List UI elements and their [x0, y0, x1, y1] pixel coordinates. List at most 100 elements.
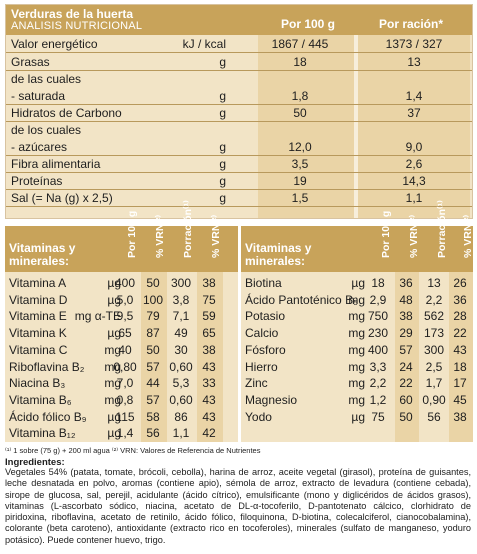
nutrient-unit: kJ / kcal	[182, 37, 226, 51]
vitamin-value: 0,8	[116, 392, 134, 407]
nutrition-row: Proteínas g 19 14,3	[6, 173, 472, 189]
per-100g-header: Por 100 g	[280, 17, 336, 31]
vitamin-value: 48	[399, 292, 413, 307]
nutrient-unit: g	[219, 157, 226, 171]
vitamin-value: 57	[146, 392, 160, 407]
vitamins-column-header: % VRN⁽²⁾	[199, 215, 222, 270]
vitamin-value: 7,1	[172, 309, 190, 324]
vitamins-column-header: Porración⁽¹⁾	[425, 200, 448, 270]
value-per-100g: 1,8	[291, 89, 309, 103]
vitamin-value: 43	[202, 392, 216, 407]
vitamin-row: Vitamina E mg α-TE 9,5 79 7,1 59	[5, 308, 237, 324]
vitamin-name: Calcio	[245, 326, 279, 341]
vitamin-name: Biotina	[245, 276, 282, 290]
per-100g-column	[258, 35, 354, 218]
value-per-100g: 1,5	[291, 191, 309, 205]
shaded-column	[197, 272, 223, 442]
nutrient-unit: g	[219, 174, 226, 188]
row-divider	[6, 70, 472, 71]
vitamin-value: 50	[146, 342, 160, 357]
vitamin-name: Vitamina K	[9, 326, 67, 341]
column-header-text: Porración⁽¹⁾	[182, 200, 194, 258]
nutrient-unit: g	[219, 140, 226, 154]
vitamin-value: 400	[367, 342, 389, 357]
vitamin-value: 0,60	[169, 392, 193, 407]
vitamin-name: Vitamina C	[9, 342, 68, 357]
nutrition-row: de las cuales	[6, 71, 472, 87]
vitamin-value: 0,80	[113, 359, 137, 374]
vitamin-row: Ácido Pantoténico B₅ mg 2,9 48 2,2 36	[241, 292, 473, 308]
vitamins-column-header: % VRN⁽²⁾	[143, 215, 166, 270]
nutrient-name: de las cuales	[11, 72, 82, 86]
per-serving-header: Por ración*	[378, 17, 444, 31]
vitamins-heading: Vitaminas y	[245, 241, 312, 255]
vitamin-unit: mg	[104, 359, 121, 374]
vitamin-unit: µg	[107, 409, 121, 424]
vitamin-unit: µg	[107, 292, 121, 307]
vitamin-name: Riboflavina B₂	[9, 359, 85, 374]
vitamin-value: 100	[142, 292, 164, 307]
nutrient-name: Fibra alimentaria	[11, 157, 101, 171]
vitamin-name: Magnesio	[245, 392, 298, 407]
vitamin-value: 36	[399, 276, 413, 290]
footnote: ⁽¹⁾ 1 sobre (75 g) + 200 ml agua ⁽²⁾ VRN…	[5, 446, 261, 455]
vitamin-value: 5,3	[172, 376, 190, 391]
vitamin-value: 300	[170, 276, 192, 290]
nutrient-name: Valor energético	[11, 37, 98, 51]
vitamin-value: 562	[423, 309, 445, 324]
vitamin-row: Vitamina D µg 5,0 100 3,8 75	[5, 292, 237, 308]
column-header-text: % VRN⁽²⁾	[408, 214, 420, 258]
vitamin-name: Zinc	[245, 376, 268, 391]
vitamins-column-header: Porración⁽¹⁾	[171, 200, 194, 270]
row-divider	[6, 155, 472, 156]
vitamins-left-half: Vitaminas y minerales: Por 100 g % VRN⁽²⁾ Po…	[5, 200, 237, 442]
value-per-serving: 37	[407, 106, 421, 120]
column-header-text: Por 100 g	[380, 210, 392, 258]
value-per-100g: 3,5	[291, 157, 309, 171]
nutrition-row: de los cuales	[6, 122, 472, 138]
vitamin-row: Niacina B₃ mg 7,0 44 5,3 33	[5, 375, 237, 391]
vitamin-name: Vitamina D	[9, 292, 68, 307]
nutrient-unit: g	[219, 55, 226, 69]
vitamin-value: 43	[202, 409, 216, 424]
vitamin-value: 33	[202, 376, 216, 391]
vitamin-row: Potasio mg 750 38 562 28	[241, 308, 473, 324]
vitamin-value: 26	[453, 276, 467, 290]
vitamin-row: Fósforo mg 400 57 300 43	[241, 342, 473, 358]
vitamin-value: 75	[202, 292, 216, 307]
vitamins-column-header: % VRN⁽²⁾	[451, 215, 474, 270]
vitamin-row: Yodo µg 75 50 56 38	[241, 409, 473, 425]
vitamin-value: 1,4	[116, 426, 134, 441]
vitamin-value: 2,2	[425, 292, 443, 307]
vitamin-row: Vitamina C mg 40 50 30 38	[5, 342, 237, 358]
vitamin-unit: mg	[348, 392, 365, 407]
column-separator	[354, 35, 358, 218]
vitamin-value: 87	[146, 326, 160, 341]
vitamin-unit: µg	[351, 409, 365, 424]
vitamin-unit: mg	[348, 359, 365, 374]
vitamin-value: 750	[367, 309, 389, 324]
vitamin-unit: mg	[348, 342, 365, 357]
vitamin-value: 115	[115, 409, 135, 424]
nutrition-row: Grasas g 18 13	[6, 54, 472, 70]
vitamin-name: Fósforo	[245, 342, 286, 357]
vitamin-value: 57	[399, 342, 413, 357]
vitamin-unit: mg	[104, 392, 121, 407]
column-header-text: Por 100 g	[126, 210, 138, 258]
vitamin-value: 38	[399, 309, 413, 324]
column-header-text: Porración⁽¹⁾	[436, 200, 448, 258]
vitamin-name: Potasio	[245, 309, 286, 324]
vitamins-column-header: Por 100 g	[369, 211, 392, 270]
vitamin-unit: µg	[351, 276, 365, 290]
nutrition-header: Verduras de la huerta ANALISIS NUTRICION…	[6, 5, 472, 35]
vitamin-name: Yodo	[245, 409, 272, 424]
vitamin-value: 42	[202, 426, 216, 441]
nutrient-name: Sal (= Na (g) x 2,5)	[11, 191, 113, 205]
vitamin-value: 1,7	[425, 376, 443, 391]
vitamin-row: Magnesio mg 1,2 60 0,90 45	[241, 392, 473, 408]
vitamin-value: 1,1	[172, 426, 190, 441]
vitamin-value: 58	[146, 409, 160, 424]
vitamin-value: 57	[146, 359, 160, 374]
vitamin-unit: mg	[104, 342, 121, 357]
vitamin-value: 0,90	[422, 392, 446, 407]
